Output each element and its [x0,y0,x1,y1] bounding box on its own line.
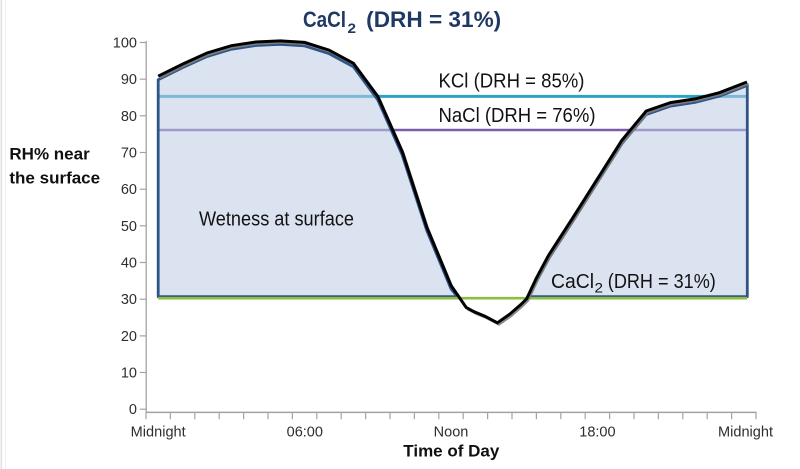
svg-text:06:00: 06:00 [287,424,323,440]
svg-text:NaCl (DRH = 76%): NaCl (DRH = 76%) [439,105,596,127]
svg-text:the surface: the surface [9,169,100,188]
svg-text:70: 70 [121,146,137,162]
svg-text:2: 2 [348,21,357,36]
svg-text:Noon: Noon [434,424,469,440]
svg-text:30: 30 [121,292,137,308]
svg-text:80: 80 [121,109,137,125]
svg-text:90: 90 [121,72,137,88]
svg-text:Midnight: Midnight [718,424,773,440]
svg-text:Wetness at surface: Wetness at surface [199,208,354,230]
svg-text:RH% near: RH% near [9,145,90,164]
svg-text:(DRH = 31%): (DRH = 31%) [366,7,501,32]
svg-text:2: 2 [595,281,604,296]
svg-text:(DRH = 31%): (DRH = 31%) [608,271,716,293]
svg-text:Midnight: Midnight [131,424,186,440]
svg-text:100: 100 [113,36,137,52]
svg-text:18:00: 18:00 [579,424,615,440]
svg-text:0: 0 [129,402,137,418]
svg-text:CaCl: CaCl [303,7,346,32]
svg-text:20: 20 [121,329,137,345]
svg-text:CaCl: CaCl [551,271,594,293]
svg-text:50: 50 [121,219,137,235]
svg-text:Time of Day: Time of Day [403,441,500,460]
svg-text:10: 10 [121,366,137,382]
svg-text:40: 40 [121,256,137,272]
svg-text:KCl (DRH = 85%): KCl (DRH = 85%) [439,71,585,93]
svg-text:60: 60 [121,182,137,198]
